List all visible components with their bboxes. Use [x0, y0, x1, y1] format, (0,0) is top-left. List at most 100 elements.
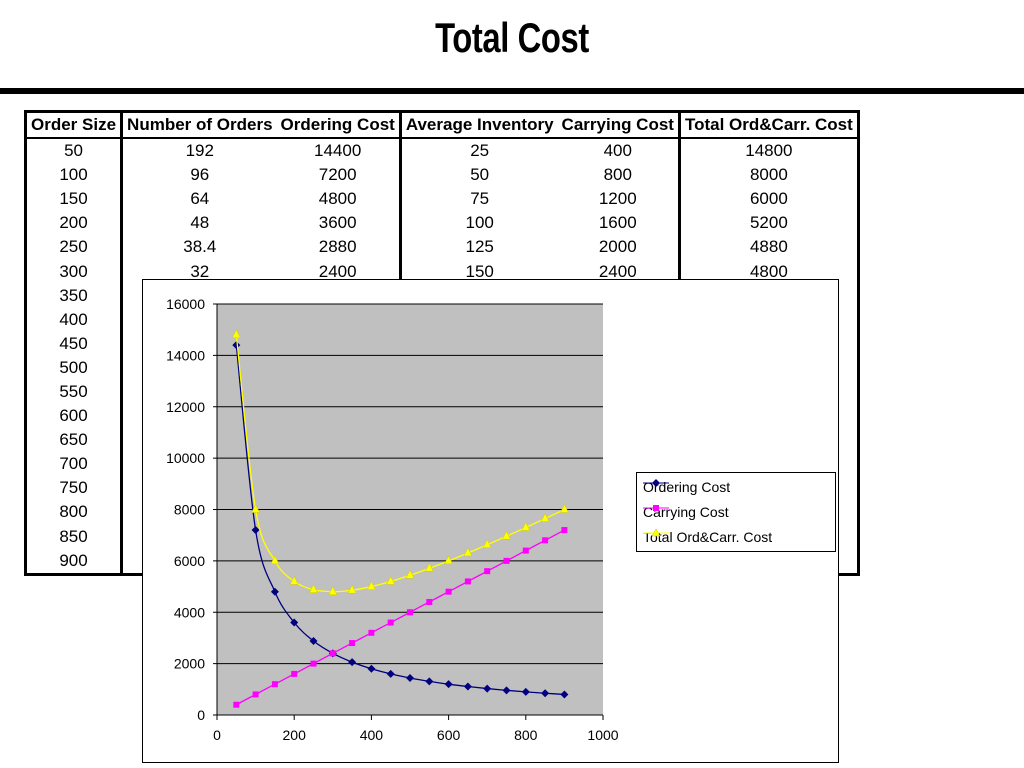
data-point-carrying-cost: [291, 670, 298, 677]
data-point-ordering-cost: [502, 686, 511, 695]
cell-carrying-cost: 2000: [598, 237, 637, 257]
data-point-total-ord-carr-cost: [444, 555, 454, 565]
data-point-ordering-cost: [386, 669, 395, 678]
data-point-total-ord-carr-cost: [482, 539, 492, 548]
legend-item-total-cost: Total Ord&Carr. Cost: [643, 527, 772, 547]
cell-order-size: 200: [23, 211, 122, 236]
cell-number-of-orders: 64: [120, 187, 277, 212]
data-point-carrying-cost: [503, 557, 510, 564]
cell-order-size: 100: [23, 163, 122, 188]
legend-marker-ordering-cost: [643, 479, 669, 487]
data-point-carrying-cost: [387, 619, 394, 626]
cell-carrying-cost: 1200: [598, 189, 637, 209]
data-point-total-ord-carr-cost: [251, 503, 261, 513]
cell-ordering-cost: 4800: [318, 189, 357, 209]
cell-total-cost: 5200: [677, 211, 860, 236]
data-point-carrying-cost: [407, 609, 413, 616]
header-total-cost: Total Ord&Carr. Cost: [677, 110, 860, 139]
data-point-total-ord-carr-cost: [309, 584, 318, 593]
data-point-total-ord-carr-cost: [521, 521, 531, 531]
cell-number-of-orders: 38.4: [120, 235, 277, 260]
data-point-ordering-cost: [541, 689, 550, 698]
header-average-inventory: Average Inventory: [398, 110, 558, 139]
data-point-total-ord-carr-cost: [463, 547, 473, 557]
table-row: 50 192 14400 25 400 14800: [23, 138, 860, 164]
data-point-total-ord-carr-cost: [231, 329, 241, 339]
cell-average-inventory: 125: [398, 235, 558, 260]
y-tick-label: 4000: [174, 604, 205, 620]
cell-order-size: 350: [23, 283, 122, 308]
y-tick-label: 10000: [166, 450, 205, 466]
data-point-carrying-cost: [252, 691, 259, 698]
data-point-carrying-cost: [271, 681, 278, 688]
data-point-ordering-cost: [251, 526, 260, 535]
cell-carrying-cost: 1600: [598, 213, 637, 233]
data-point-ordering-cost: [483, 684, 492, 693]
header-carrying-cost: Carrying Cost: [557, 110, 680, 139]
cell-order-size: 500: [23, 355, 122, 380]
data-point-carrying-cost: [464, 578, 471, 585]
cell-carrying-cost: 400: [603, 141, 632, 161]
y-tick-label: 14000: [166, 347, 205, 363]
data-point-ordering-cost: [406, 674, 414, 683]
cell-order-size: 850: [23, 524, 122, 549]
cell-carrying-cost: 2400: [598, 261, 637, 281]
cell-ordering-cost: 2400: [318, 261, 357, 281]
data-point-total-ord-carr-cost: [347, 584, 357, 594]
cell-order-size: 400: [23, 307, 122, 332]
x-tick-label: 1000: [587, 727, 618, 743]
data-point-total-ord-carr-cost: [270, 555, 280, 565]
data-point-total-ord-carr-cost: [328, 586, 338, 595]
y-tick-label: 16000: [166, 296, 205, 312]
data-point-total-ord-carr-cost: [502, 530, 511, 540]
data-point-total-ord-carr-cost: [424, 562, 434, 572]
cell-ordering-cost: 2880: [318, 237, 357, 257]
x-tick-label: 800: [514, 727, 538, 743]
legend-item-carrying-cost: Carrying Cost: [643, 502, 729, 522]
cell-order-size: 600: [23, 404, 122, 429]
data-point-total-ord-carr-cost: [386, 575, 396, 585]
data-point-total-ord-carr-cost: [559, 503, 569, 513]
cell-average-inventory: 75: [398, 187, 558, 212]
cell-order-size: 150: [23, 187, 122, 212]
legend-marker-total-cost: [643, 528, 669, 537]
data-point-total-ord-carr-cost: [405, 569, 415, 579]
table-row: 250 38.4 2880 125 2000 4880: [23, 235, 860, 260]
cell-number-of-orders: 96: [120, 163, 277, 188]
data-point-ordering-cost: [367, 664, 376, 673]
y-tick-label: 8000: [174, 502, 205, 518]
x-tick-label: 600: [437, 727, 461, 743]
legend-item-ordering-cost: Ordering Cost: [643, 477, 730, 497]
cell-order-size: 700: [23, 452, 122, 477]
table-row: 100 96 7200 50 800 8000: [23, 163, 860, 188]
cell-order-size: 550: [23, 379, 122, 405]
y-tick-label: 12000: [166, 399, 205, 415]
cell-ordering-cost: 7200: [318, 165, 357, 185]
data-point-carrying-cost: [368, 629, 375, 636]
data-point-carrying-cost: [522, 547, 529, 554]
cell-order-size: 650: [23, 428, 122, 453]
cell-total-cost: 6000: [677, 187, 860, 212]
cell-ordering-cost: 3600: [318, 213, 357, 233]
y-tick-label: 6000: [174, 553, 205, 569]
data-point-total-ord-carr-cost: [540, 513, 550, 522]
cell-order-size: 450: [23, 331, 122, 356]
cell-number-of-orders: 192: [120, 138, 277, 164]
y-tick-label: 0: [197, 707, 205, 723]
cell-total-cost: 8000: [677, 163, 860, 188]
cell-order-size: 800: [23, 500, 122, 525]
chart-canvas: 0 2000 4000 6000 8000 10000 12000 14000 16000 0 20…: [166, 296, 619, 743]
table-row: 300 32 2400 150 2400 4800: [23, 259, 860, 284]
cell-average-inventory: 25: [398, 138, 558, 164]
data-point-ordering-cost: [425, 677, 434, 686]
x-tick-label: 400: [360, 727, 384, 743]
cell-order-size: 300: [23, 259, 122, 284]
data-point-total-ord-carr-cost: [289, 575, 299, 585]
cell-total-cost: 14800: [677, 138, 860, 164]
data-point-carrying-cost: [310, 660, 317, 667]
table-header-row: Order Size Number of Orders Ordering Cos…: [23, 110, 860, 139]
title-divider: [0, 88, 1024, 94]
data-point-ordering-cost: [232, 341, 241, 350]
header-number-of-orders: Number of Orders: [120, 110, 277, 139]
header-order-size: Order Size: [23, 110, 122, 139]
